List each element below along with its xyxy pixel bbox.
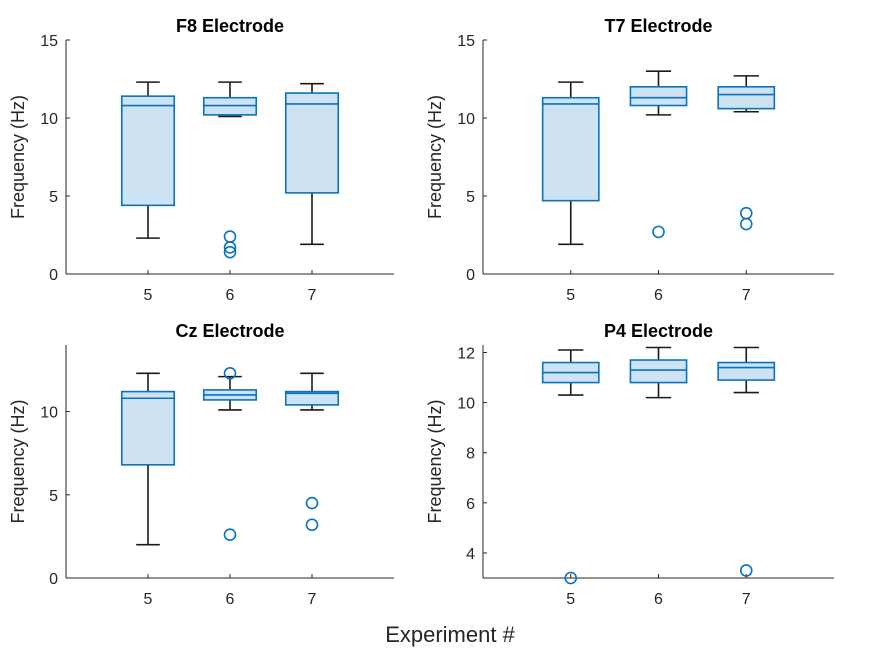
box-iqr — [284, 390, 340, 406]
y-tick-label: 10 — [40, 405, 58, 422]
y-axis-label: Frequency (Hz) — [8, 399, 28, 523]
x-tick-label: 7 — [742, 591, 751, 608]
y-tick-label: 5 — [49, 189, 58, 206]
x-tick-label: 5 — [144, 591, 153, 608]
x-tick-label: 6 — [654, 591, 663, 608]
y-tick-label: 5 — [49, 488, 58, 505]
outlier-point — [223, 366, 237, 380]
y-tick-label: 10 — [457, 396, 475, 413]
chart-panel: 0 5 10 15 5 6 7 T7 Electrode Frequency (Hz) — [425, 16, 834, 304]
x-tick-label: 6 — [226, 591, 235, 608]
y-tick-label: 6 — [466, 496, 475, 513]
outlier-point — [223, 245, 237, 259]
y-tick-label: 12 — [457, 346, 475, 363]
box-iqr — [717, 86, 776, 110]
x-tick-label: 5 — [566, 591, 575, 608]
box-plot-6 — [202, 81, 258, 259]
box-plot-6 — [629, 70, 688, 239]
chart-title: F8 Electrode — [176, 16, 284, 36]
outlier-point — [223, 528, 237, 542]
box-iqr — [717, 361, 776, 381]
figure-xlabel: Experiment # — [385, 622, 515, 647]
y-tick-label: 0 — [49, 571, 58, 588]
x-tick-label: 5 — [144, 287, 153, 304]
box-plot-7 — [717, 346, 776, 577]
chart-title: Cz Electrode — [175, 321, 284, 341]
x-tick-label: 6 — [654, 287, 663, 304]
y-axis-label: Frequency (Hz) — [8, 95, 28, 219]
y-tick-label: 8 — [466, 446, 475, 463]
x-tick-label: 7 — [308, 591, 317, 608]
chart-panel: 4 6 8 10 12 5 6 7 P4 Electrode Frequency (Hz) — [425, 321, 834, 608]
y-tick-label: 15 — [40, 33, 58, 50]
chart-title: P4 Electrode — [604, 321, 713, 341]
box-plot-7 — [284, 82, 340, 246]
outlier-point — [652, 225, 665, 239]
box-iqr — [541, 96, 600, 202]
x-tick-label: 5 — [566, 287, 575, 304]
panels: 0 5 10 15 5 6 7 F8 Electrode Frequency (Hz) 0 5 10 1… — [8, 16, 834, 608]
box-iqr — [120, 95, 176, 207]
y-tick-label: 10 — [40, 111, 58, 128]
y-axis-label: Frequency (Hz) — [425, 95, 445, 219]
chart-panel: 0 5 10 5 6 7 Cz Electrode Frequency (Hz) — [8, 321, 394, 608]
x-tick-label: 7 — [308, 287, 317, 304]
box-iqr — [629, 359, 688, 384]
chart-title: T7 Electrode — [604, 16, 712, 36]
outlier-point — [564, 571, 578, 585]
y-tick-label: 0 — [49, 267, 58, 284]
y-tick-label: 0 — [466, 267, 475, 284]
outlier-point — [223, 230, 237, 243]
chart-panel: 0 5 10 15 5 6 7 F8 Electrode Frequency (Hz) — [8, 16, 394, 304]
box-plot-5 — [541, 81, 600, 246]
x-tick-label: 7 — [742, 287, 751, 304]
y-tick-label: 4 — [466, 546, 475, 563]
y-tick-label: 5 — [466, 189, 475, 206]
outlier-point — [305, 496, 319, 510]
box-plot-5 — [120, 372, 176, 546]
box-plot-6 — [629, 346, 688, 399]
outlier-point — [739, 217, 753, 231]
box-plot-7 — [284, 372, 340, 532]
box-iqr — [629, 86, 688, 107]
box-iqr — [120, 390, 176, 466]
box-iqr — [284, 92, 340, 194]
box-plot-5 — [120, 81, 176, 239]
box-plot-6 — [202, 366, 258, 542]
x-tick-label: 6 — [226, 287, 235, 304]
outlier-point — [739, 206, 753, 220]
y-tick-label: 10 — [457, 111, 475, 128]
box-plot-5 — [541, 349, 600, 585]
outlier-point — [223, 241, 237, 254]
outlier-point — [305, 518, 319, 532]
box-plot-7 — [717, 75, 776, 231]
y-axis-label: Frequency (Hz) — [425, 399, 445, 523]
outlier-point — [739, 564, 753, 577]
y-tick-label: 15 — [457, 33, 475, 50]
